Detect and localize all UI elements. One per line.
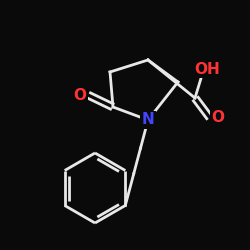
Text: N: N xyxy=(142,112,154,128)
Text: O: O xyxy=(212,110,224,126)
Text: O: O xyxy=(74,88,86,102)
Text: OH: OH xyxy=(194,62,220,76)
